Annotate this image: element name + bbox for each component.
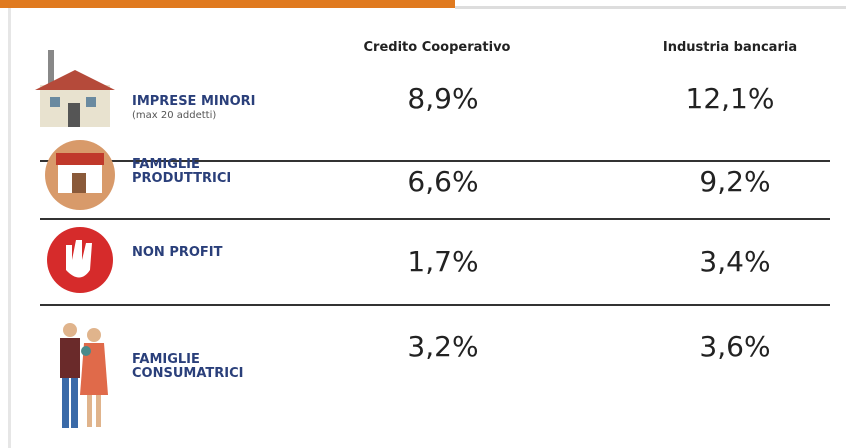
page: Credito Cooperativo Industria bancaria I… <box>0 0 846 448</box>
row-separator <box>40 218 830 220</box>
shop-icon <box>45 140 115 210</box>
row-label: FAMIGLIE CONSUMATRICI <box>132 353 272 381</box>
column-header: Industria bancaria <box>600 40 846 55</box>
row-separator <box>40 304 830 306</box>
cell-value: 8,9% <box>313 82 573 115</box>
cell-value: 6,6% <box>313 165 573 198</box>
cell-value: 12,1% <box>600 82 846 115</box>
cell-value: 9,2% <box>605 165 846 198</box>
row-label: FAMIGLIE PRODUTTRICI <box>132 158 242 186</box>
column-header: Credito Cooperativo <box>307 40 567 55</box>
top-rule <box>455 6 846 9</box>
icons <box>30 45 125 435</box>
cell-value: 3,6% <box>605 330 846 363</box>
cell-value: 1,7% <box>313 245 573 278</box>
row-label: IMPRESE MINORI <box>132 95 282 109</box>
cell-value: 3,2% <box>313 330 573 363</box>
row-label: NON PROFIT <box>132 246 282 260</box>
cell-value: 3,4% <box>605 245 846 278</box>
row-sublabel: (max 20 addetti) <box>132 110 216 121</box>
top-bar <box>0 0 455 8</box>
nonprofit-icon <box>47 227 113 293</box>
family-icon <box>60 323 108 428</box>
factory-icon <box>35 50 115 127</box>
left-rule <box>8 8 11 448</box>
